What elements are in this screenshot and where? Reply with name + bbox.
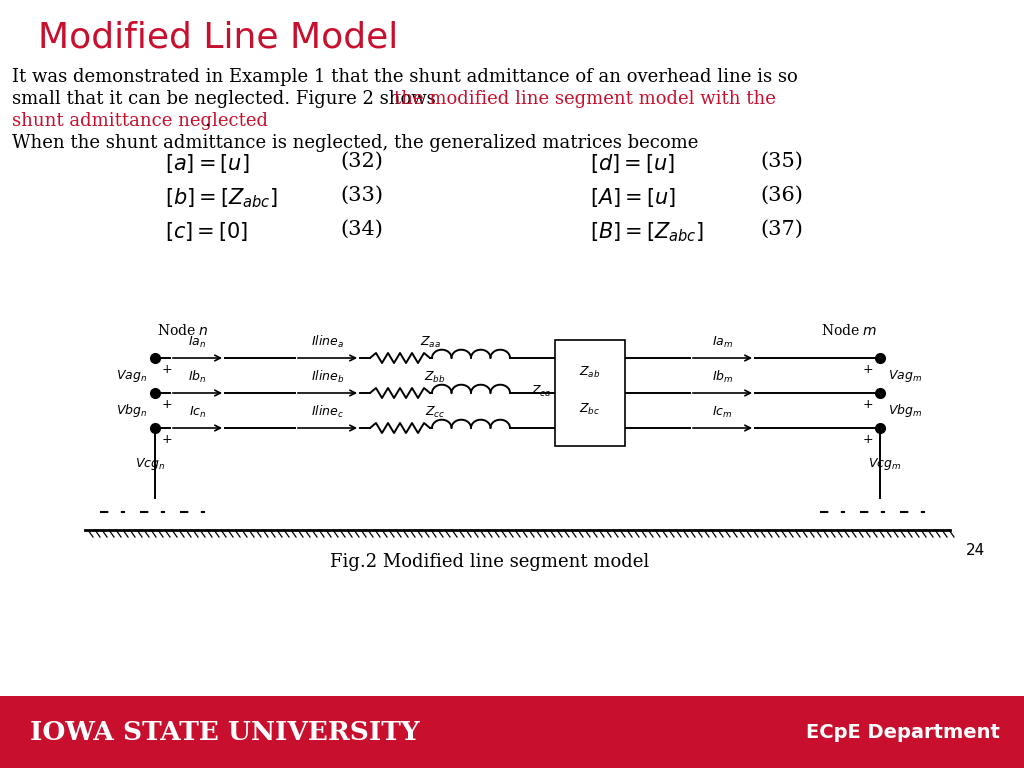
Text: $[B] = [Z_{abc}]$: $[B] = [Z_{abc}]$ — [590, 220, 703, 243]
Text: $Z_{bc}$: $Z_{bc}$ — [580, 402, 600, 417]
Text: Modified Line Model: Modified Line Model — [38, 20, 398, 54]
Text: (35): (35) — [760, 152, 803, 171]
Text: $Z_{aa}$: $Z_{aa}$ — [420, 335, 440, 350]
Text: $Vbg_m$: $Vbg_m$ — [888, 402, 923, 419]
Text: +: + — [162, 363, 173, 376]
Text: +: + — [862, 398, 873, 411]
Text: Node $\mathit{m}$: Node $\mathit{m}$ — [821, 323, 878, 338]
Text: shunt admittance neglected: shunt admittance neglected — [12, 112, 268, 130]
Text: $[A] = [u]$: $[A] = [u]$ — [590, 186, 676, 209]
Text: (34): (34) — [340, 220, 383, 239]
Text: .: . — [204, 112, 210, 130]
Text: $Ic_m$: $Ic_m$ — [713, 405, 733, 420]
Text: (36): (36) — [760, 186, 803, 205]
Text: +: + — [862, 433, 873, 446]
Bar — [0, 696, 1024, 768]
Text: $Ic_n$: $Ic_n$ — [188, 405, 206, 420]
Text: $[c] = [0]$: $[c] = [0]$ — [165, 220, 248, 243]
Text: Fig.2 Modified line segment model: Fig.2 Modified line segment model — [331, 553, 649, 571]
Text: $Vcg_m$: $Vcg_m$ — [868, 456, 902, 472]
Text: the modified line segment model with the: the modified line segment model with the — [394, 90, 776, 108]
Text: IOWA STATE UNIVERSITY: IOWA STATE UNIVERSITY — [30, 720, 420, 744]
Text: (33): (33) — [340, 186, 383, 205]
Text: $Iline_a$: $Iline_a$ — [311, 334, 344, 350]
Text: $[a] = [u]$: $[a] = [u]$ — [165, 152, 250, 175]
Text: $Z_{ca}$: $Z_{ca}$ — [530, 383, 551, 399]
Text: $Iline_b$: $Iline_b$ — [311, 369, 344, 385]
Bar — [555, 340, 625, 446]
Text: (32): (32) — [340, 152, 383, 171]
Text: +: + — [162, 433, 173, 446]
Text: ECpE Department: ECpE Department — [806, 723, 1000, 741]
Text: $Z_{cc}$: $Z_{cc}$ — [425, 405, 445, 420]
Text: $Ia_m$: $Ia_m$ — [712, 335, 733, 350]
Text: +: + — [862, 363, 873, 376]
Text: When the shunt admittance is neglected, the generalized matrices become: When the shunt admittance is neglected, … — [12, 134, 698, 152]
Text: (37): (37) — [760, 220, 803, 239]
Text: $Iline_c$: $Iline_c$ — [311, 404, 344, 420]
Text: $Z_{ab}$: $Z_{ab}$ — [580, 365, 601, 380]
Text: small that it can be neglected. Figure 2 shows: small that it can be neglected. Figure 2… — [12, 90, 441, 108]
Text: $Vag_n$: $Vag_n$ — [116, 368, 147, 383]
Text: $[d] = [u]$: $[d] = [u]$ — [590, 152, 675, 175]
Text: It was demonstrated in Example 1 that the shunt admittance of an overhead line i: It was demonstrated in Example 1 that th… — [12, 68, 798, 86]
Text: $Ia_n$: $Ia_n$ — [188, 335, 207, 350]
Text: 24: 24 — [966, 543, 985, 558]
Text: $[b] = [Z_{abc}]$: $[b] = [Z_{abc}]$ — [165, 186, 278, 210]
Text: $Vcg_n$: $Vcg_n$ — [135, 456, 165, 472]
Text: $Ib_m$: $Ib_m$ — [712, 369, 733, 385]
Text: Node $\mathit{n}$: Node $\mathit{n}$ — [157, 323, 209, 338]
Text: $Z_{bb}$: $Z_{bb}$ — [424, 370, 445, 385]
Text: $Vag_m$: $Vag_m$ — [888, 368, 922, 383]
Text: $Vbg_n$: $Vbg_n$ — [116, 402, 147, 419]
Text: $Ib_n$: $Ib_n$ — [188, 369, 207, 385]
Text: +: + — [162, 398, 173, 411]
